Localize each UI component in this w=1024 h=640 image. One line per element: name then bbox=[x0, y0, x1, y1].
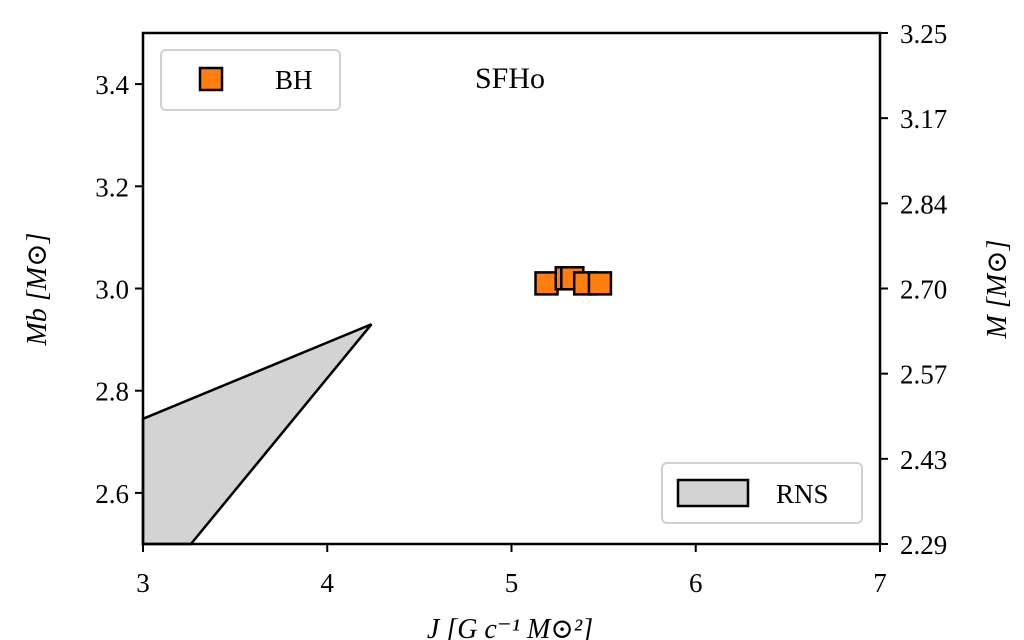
y-tick-label: 3.2 bbox=[95, 172, 129, 202]
point bbox=[587, 271, 613, 296]
legend-marker bbox=[198, 66, 224, 92]
y2-tick-label: 2.57 bbox=[900, 360, 947, 390]
legend-box bbox=[160, 49, 341, 111]
y2-tick-label: 2.43 bbox=[900, 445, 947, 475]
y2-axis-label: M [M⊙] bbox=[982, 240, 1013, 340]
legend-box bbox=[661, 462, 863, 524]
legend-label: BH bbox=[275, 65, 313, 95]
y-tick-label: 3.4 bbox=[95, 70, 129, 100]
legend-marker bbox=[676, 478, 750, 508]
x-axis-label: J [G c⁻¹ M⊙²] bbox=[427, 614, 593, 640]
region bbox=[141, 323, 373, 546]
y2-tick-label: 2.70 bbox=[900, 275, 947, 305]
point bbox=[534, 271, 559, 296]
y2-tick-label: 3.25 bbox=[900, 19, 947, 49]
y2-tick-label: 2.84 bbox=[900, 189, 948, 219]
chart-title: SFHo bbox=[475, 62, 545, 95]
x-tick-label: 4 bbox=[321, 568, 335, 598]
y2-tick-label: 3.17 bbox=[900, 104, 947, 134]
x-tick-label: 3 bbox=[136, 568, 150, 598]
y2-tick-label: 2.29 bbox=[900, 530, 947, 560]
x-tick-label: 5 bbox=[505, 568, 519, 598]
y-tick-label: 3.0 bbox=[95, 275, 129, 305]
x-tick-label: 7 bbox=[873, 568, 887, 598]
y-tick-label: 2.6 bbox=[95, 479, 129, 509]
x-tick-label: 6 bbox=[689, 568, 703, 598]
y-axis-label: Mb [M⊙] bbox=[22, 233, 53, 347]
y-tick-label: 2.8 bbox=[95, 377, 129, 407]
legend-label: RNS bbox=[776, 479, 829, 509]
